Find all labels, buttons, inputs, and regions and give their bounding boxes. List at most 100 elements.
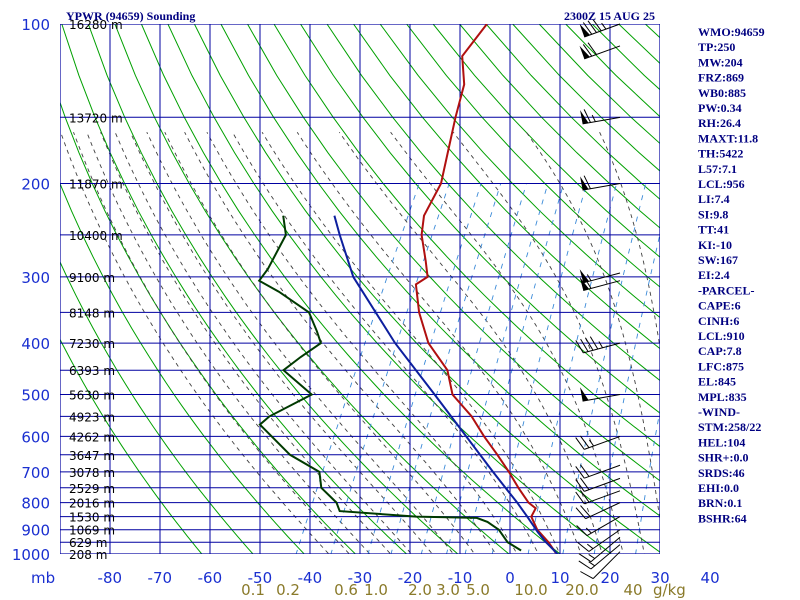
- sounding-index-item: LCL:910: [698, 329, 745, 343]
- dry-adiabat-line: [432, 24, 660, 258]
- wind-barb-staff: [584, 45, 621, 60]
- pressure-tick-label: 700: [21, 464, 50, 482]
- wind-barb-staff: [592, 551, 621, 579]
- temperature-tick-label: 30: [651, 569, 670, 587]
- mixing-ratio-line: [330, 183, 450, 554]
- parcel-line: [333, 215, 559, 554]
- height-label: 9100 m: [69, 271, 115, 285]
- sounding-index-item: TT:41: [698, 223, 729, 237]
- wind-barb: [578, 544, 621, 570]
- wind-barb-flag: [580, 110, 589, 124]
- dry-adiabat-line: [591, 24, 660, 91]
- wind-barb-flag: [579, 23, 590, 37]
- dry-adiabat-line: [353, 24, 660, 350]
- mixing-ratio-label: 2.0: [408, 581, 432, 599]
- wind-barb-feather: [575, 491, 585, 505]
- sounding-index-item: TP:250: [698, 40, 735, 54]
- height-label: 1069 m: [69, 524, 115, 538]
- pressure-tick-label: 400: [21, 335, 50, 353]
- temperature-line: [414, 24, 557, 554]
- height-label: 10400 m: [69, 229, 123, 243]
- temperature-tick-label: 40: [701, 569, 720, 587]
- temperature-tick-label: 20: [600, 569, 619, 587]
- wind-barb-feather: [578, 553, 592, 563]
- moist-adiabat-line: [184, 131, 497, 554]
- chart-title: YPWR (94659) Sounding: [66, 9, 195, 23]
- wind-barb-flag: [580, 176, 589, 191]
- mixing-ratio-line: [562, 183, 647, 554]
- wind-barb-feather: [580, 571, 594, 580]
- wind-barb-feather: [592, 18, 602, 32]
- wind-barb-flag: [579, 269, 590, 283]
- wind-barb-feather: [576, 525, 588, 536]
- sounding-index-item: WMO:94659: [698, 25, 765, 39]
- wind-barb: [580, 109, 621, 125]
- temperature-tick-label: -30: [348, 569, 373, 587]
- moist-adiabat-line: [206, 131, 518, 554]
- sounding-index-item: MAXT:11.8: [698, 131, 758, 145]
- moist-adiabat-line: [60, 132, 330, 554]
- moist-adiabat-line: [114, 132, 412, 554]
- wind-barb-staff: [590, 544, 621, 570]
- wind-barb-half-feather: [601, 22, 607, 30]
- dry-adiabat-line: [326, 24, 660, 382]
- pressure-tick-label: 900: [21, 522, 50, 540]
- wind-barb-feather: [577, 542, 590, 552]
- sounding-index-item: SI:9.8: [698, 207, 728, 221]
- wind-barb-feather: [579, 490, 590, 503]
- mixing-ratio-line: [420, 183, 527, 554]
- wind-barb: [580, 387, 621, 402]
- wind-barb-half-feather: [598, 341, 604, 349]
- moist-adiabat-line: [525, 131, 660, 522]
- height-label: 3647 m: [69, 449, 115, 463]
- sounding-curves: [257, 24, 559, 554]
- wind-barb-feather: [578, 560, 592, 570]
- wind-barb-flag: [580, 387, 589, 402]
- sounding-index-item: HEL:104: [698, 435, 745, 449]
- sounding-index-item: LFC:875: [698, 359, 744, 373]
- pressure-tick-label: 1000: [12, 546, 50, 564]
- height-label: 1530 m: [69, 511, 115, 525]
- wind-barb-half-feather: [586, 543, 594, 550]
- sounding-index-item: TH:5422: [698, 147, 743, 161]
- wind-barb-feather: [587, 42, 597, 55]
- sounding-index-item: PW:0.34: [698, 101, 742, 115]
- wind-barb-staff: [582, 393, 621, 402]
- temperature-tick-label: -70: [148, 569, 173, 587]
- wind-barb-half-feather: [591, 114, 596, 122]
- wind-barb-staff: [582, 183, 621, 191]
- height-label: 4923 m: [69, 410, 115, 424]
- sounding-index-item: EI:2.4: [698, 268, 730, 282]
- moist-adiabat-line: [86, 132, 371, 554]
- wind-barb: [575, 464, 621, 479]
- wind-barb-half-feather: [588, 553, 595, 559]
- sounding-index-item: SRDS:46: [698, 466, 745, 480]
- moist-adiabat-line: [129, 132, 433, 554]
- sounding-index-item: -PARCEL-: [698, 283, 754, 297]
- sounding-index-item: SW:167: [698, 253, 738, 267]
- pressure-tick-label: 600: [21, 428, 50, 446]
- sounding-index-item: BSHR:64: [698, 511, 747, 525]
- wind-barb-feather: [583, 175, 591, 190]
- wind-barb: [575, 490, 621, 505]
- wind-barb-staff: [583, 272, 621, 284]
- height-label: 3078 m: [69, 466, 115, 480]
- pressure-tick-label: 800: [21, 495, 50, 513]
- wind-barb: [575, 435, 621, 450]
- wind-barb-feather: [582, 44, 593, 57]
- wind-barb: [575, 336, 621, 354]
- temperature-tick-label: 0: [505, 569, 515, 587]
- wind-barb: [580, 175, 621, 191]
- dry-adiabat-line: [60, 260, 254, 554]
- temperature-tick-label: -80: [98, 569, 123, 587]
- sounding-index-item: WB0:885: [698, 86, 746, 100]
- wind-barb: [579, 18, 621, 38]
- wind-barb-staff: [590, 536, 621, 563]
- moist-adiabat-line: [100, 132, 392, 554]
- wind-barb: [580, 551, 621, 580]
- temperature-tick-label: 10: [550, 569, 569, 587]
- wind-barb-feather: [575, 479, 585, 492]
- height-label: 7230 m: [69, 337, 115, 351]
